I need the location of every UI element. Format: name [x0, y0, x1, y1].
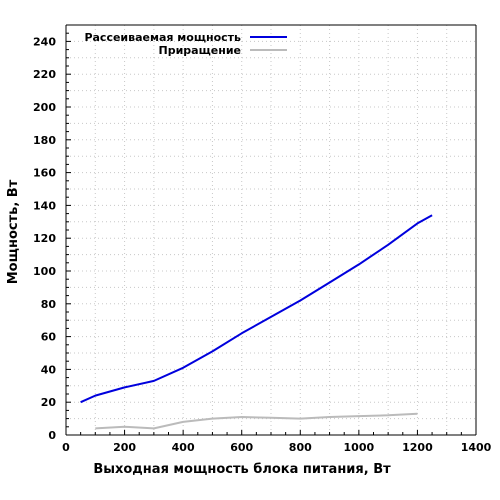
y-tick-label: 220	[33, 68, 56, 81]
y-tick-label: 180	[33, 134, 56, 147]
y-tick-label: 0	[48, 429, 56, 442]
y-tick-label: 120	[33, 232, 56, 245]
ticks: 0 200 400 600 800 1000 1200 1400 0 20 40 60 80 100 120…	[33, 24, 492, 454]
y-tick-label: 60	[41, 331, 57, 344]
x-tick-label: 200	[113, 441, 136, 454]
y-tick-label: 80	[41, 298, 57, 311]
legend-label-1: Рассеиваемая мощность	[84, 31, 241, 44]
series-layer	[80, 214, 433, 430]
x-tick-label: 1000	[344, 441, 375, 454]
x-tick-label: 800	[289, 441, 312, 454]
y-tick-label: 200	[33, 101, 56, 114]
x-tick-label: 1400	[461, 441, 492, 454]
series-line-2	[95, 412, 418, 430]
x-tick-label: 0	[62, 441, 70, 454]
y-axis-title: Мощность, Вт	[6, 179, 21, 284]
x-axis-title: Выходная мощность блока питания, Вт	[93, 462, 391, 477]
legend-label-2: Приращение	[159, 44, 241, 57]
y-tick-label: 40	[41, 363, 57, 376]
x-tick-label: 600	[230, 441, 253, 454]
y-tick-label: 20	[41, 396, 57, 409]
series-line-1	[80, 214, 433, 404]
y-tick-label: 240	[33, 35, 56, 48]
y-tick-label: 140	[33, 199, 56, 212]
y-tick-label: 160	[33, 167, 56, 180]
y-tick-label: 100	[33, 265, 56, 278]
x-tick-label: 1200	[402, 441, 433, 454]
grid	[65, 24, 477, 435]
x-tick-label: 400	[172, 441, 195, 454]
